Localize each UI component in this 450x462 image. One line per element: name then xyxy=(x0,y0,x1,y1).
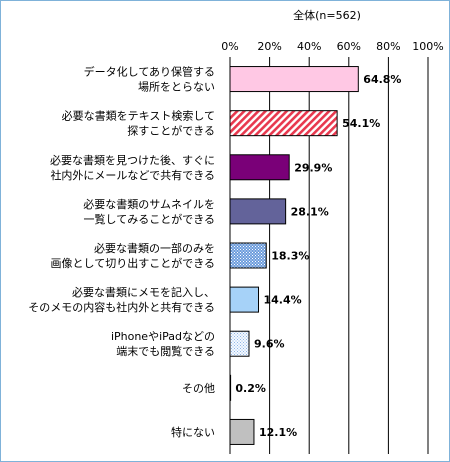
x-tick-label: 0% xyxy=(221,40,238,53)
bar xyxy=(229,418,255,445)
bar xyxy=(229,286,260,313)
value-label: 9.6% xyxy=(254,338,285,351)
bar xyxy=(229,242,267,269)
category-label: その他 xyxy=(182,382,215,395)
category-label: 特にない xyxy=(171,425,215,439)
bar xyxy=(229,66,359,93)
chart-title: 全体(n=562) xyxy=(293,8,361,22)
value-label: 0.2% xyxy=(235,382,266,395)
x-tick-label: 100% xyxy=(412,40,443,53)
x-tick-label: 20% xyxy=(257,40,281,53)
value-label: 12.1% xyxy=(259,426,297,439)
x-tick-label: 80% xyxy=(376,40,400,53)
bar xyxy=(229,374,232,401)
x-tick-label: 40% xyxy=(297,40,321,53)
value-label: 54.1% xyxy=(342,117,380,130)
category-label: 必要な書類を見つけた後、すぐに社内外にメールなどで共有できる xyxy=(50,153,215,182)
category-label: 必要な書類の一部のみを画像として切り出すことができる xyxy=(51,241,215,270)
value-label: 14.4% xyxy=(264,294,302,307)
category-label: iPhoneやiPadなどの端末でも閲覧できる xyxy=(111,330,215,358)
value-label: 29.9% xyxy=(294,161,332,174)
value-label: 18.3% xyxy=(271,250,309,263)
bar xyxy=(229,198,287,225)
bar xyxy=(229,330,250,357)
category-label: 必要な書類のサムネイルを一覧してみることができる xyxy=(83,197,215,226)
value-label: 64.8% xyxy=(363,73,401,86)
category-label: データ化してあり保管する場所をとらない xyxy=(84,65,215,94)
value-label: 28.1% xyxy=(291,205,329,218)
bar xyxy=(229,110,338,137)
bar xyxy=(229,154,290,181)
category-label: 必要な書類をテキスト検索して探すことができる xyxy=(62,109,215,138)
category-label: 必要な書類にメモを記入し、そのメモの内容も社内外と共有できる xyxy=(28,285,215,314)
x-tick-label: 60% xyxy=(337,40,361,53)
